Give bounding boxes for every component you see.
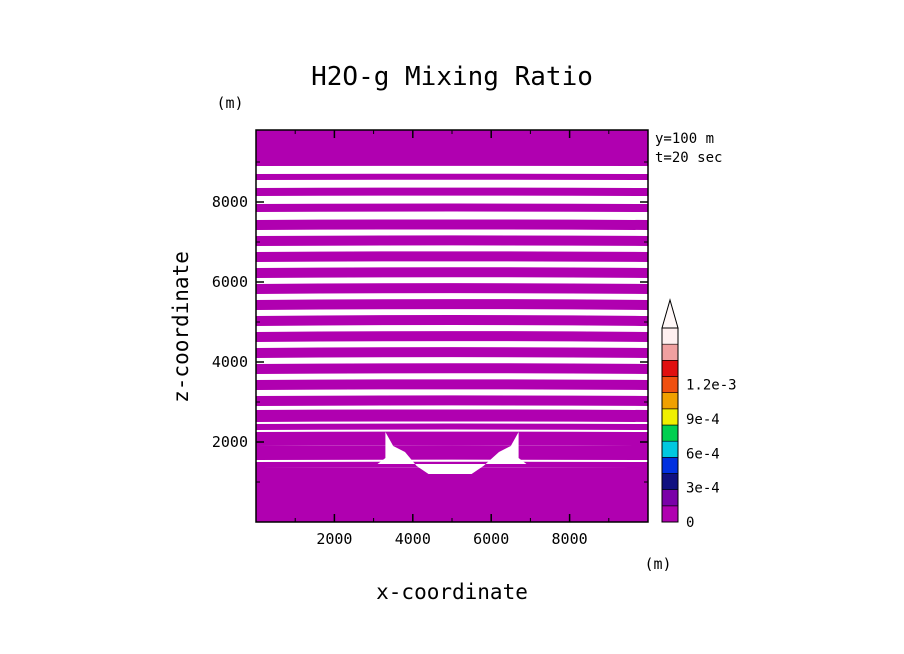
annotation-t: t=20 sec	[655, 150, 722, 166]
field-band-11	[256, 315, 648, 326]
colorbar-frame	[661, 327, 679, 523]
colorbar-swatch-8	[661, 376, 679, 393]
clear-region	[377, 432, 527, 474]
colorbar-swatch-7	[661, 392, 679, 410]
field-band-0	[256, 467, 648, 522]
field-band-10	[256, 331, 648, 342]
field-band-5	[256, 409, 648, 422]
colorbar-swatch-5	[661, 424, 679, 442]
x-tick-label-1: 4000	[395, 530, 431, 548]
field-band-2	[256, 445, 648, 460]
field-band-14	[256, 267, 648, 278]
x-axis-title: x-coordinate	[376, 580, 528, 604]
field-band-18	[256, 203, 648, 212]
colorbar-swatch-9	[661, 360, 679, 377]
colorbar-label-0: 0	[686, 515, 694, 531]
field-group	[256, 130, 648, 522]
colorbar-label-3: 9e-4	[686, 412, 720, 428]
colorbar-label-1: 3e-4	[686, 481, 720, 497]
y-tick-label-1: 4000	[212, 353, 248, 371]
field-band-12	[256, 299, 648, 310]
x-tick-label-3: 8000	[552, 530, 588, 548]
y-tick-label-3: 8000	[212, 193, 248, 211]
y-axis-title: z-coordinate	[169, 251, 193, 403]
field-band-7	[256, 379, 648, 390]
colorbar-swatch-3	[661, 457, 679, 474]
colorbar-swatch-2	[661, 473, 679, 490]
x-tick-label-2: 6000	[473, 530, 509, 548]
colorbar-swatch-6	[661, 408, 679, 426]
field-band-4	[256, 423, 648, 430]
colorbar-swatch-4	[661, 440, 679, 458]
axes: 2000 4000 6000 8000 2000 4000 6000 8000	[212, 129, 649, 548]
field-band-13	[256, 283, 648, 294]
field-band-15	[256, 251, 648, 262]
chart-title: H2O-g Mixing Ratio	[311, 62, 593, 92]
colorbar-swatch-1	[661, 489, 679, 507]
colorbar-swatch-10	[661, 343, 679, 361]
y-unit-label: (m)	[216, 94, 243, 112]
field-band-9	[256, 347, 648, 358]
colorbar-swatch-11	[661, 327, 679, 345]
field-band-3	[256, 431, 648, 446]
y-tick-label-0: 2000	[212, 433, 248, 451]
field-band-8	[256, 363, 648, 374]
colorbar-swatch-0	[661, 505, 679, 523]
field-band-20	[256, 173, 648, 180]
colorbar-label-2: 6e-4	[686, 446, 720, 462]
y-tick-label-2: 6000	[212, 273, 248, 291]
field-band-19	[256, 187, 648, 196]
annotation-y: y=100 m	[655, 131, 714, 147]
field-band-17	[256, 219, 648, 230]
x-unit-label: (m)	[644, 555, 671, 573]
colorbar-label-4: 1.2e-3	[686, 378, 737, 394]
field-band-21	[256, 130, 648, 166]
plot-area	[256, 130, 648, 522]
x-tick-label-0: 2000	[316, 530, 352, 548]
field-band-16	[256, 235, 648, 246]
field-band-6	[256, 395, 648, 406]
colorbar: 0 3e-4 6e-4 9e-4 1.2e-3	[661, 298, 737, 531]
